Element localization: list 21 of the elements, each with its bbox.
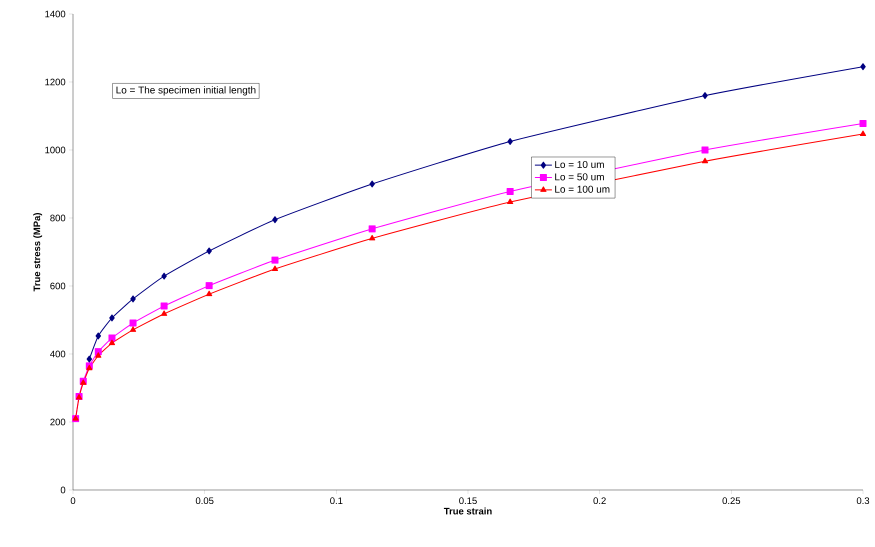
x-tick-label: 0 (70, 497, 76, 504)
y-tick-label: 0 (60, 486, 66, 494)
x-tick-label: 0.25 (722, 497, 740, 504)
y-tick-label: 200 (50, 418, 66, 426)
x-tick-label: 0.2 (593, 497, 606, 504)
y-tick-label: 600 (50, 282, 66, 290)
y-tick-label: 400 (50, 350, 66, 358)
annotation: Lo = The specimen initial length (116, 86, 256, 96)
legend-label: Lo = 100 um (555, 186, 610, 193)
legend-label: Lo = 10 um (555, 160, 604, 168)
legend-label: Lo = 50 um (555, 173, 604, 180)
y-axis-title: True stress (MPa) (33, 213, 42, 292)
x-tick-label: 0.15 (459, 497, 477, 504)
y-tick-label: 1000 (45, 146, 66, 154)
x-tick-label: 0.05 (196, 497, 214, 504)
y-tick-label: 800 (50, 214, 66, 222)
x-tick-label: 0.3 (856, 497, 870, 504)
y-tick-label: 1400 (45, 10, 66, 18)
x-axis-title: True strain (444, 508, 492, 515)
y-tick-label: 1200 (45, 78, 66, 86)
x-tick-label: 0.1 (330, 497, 342, 504)
